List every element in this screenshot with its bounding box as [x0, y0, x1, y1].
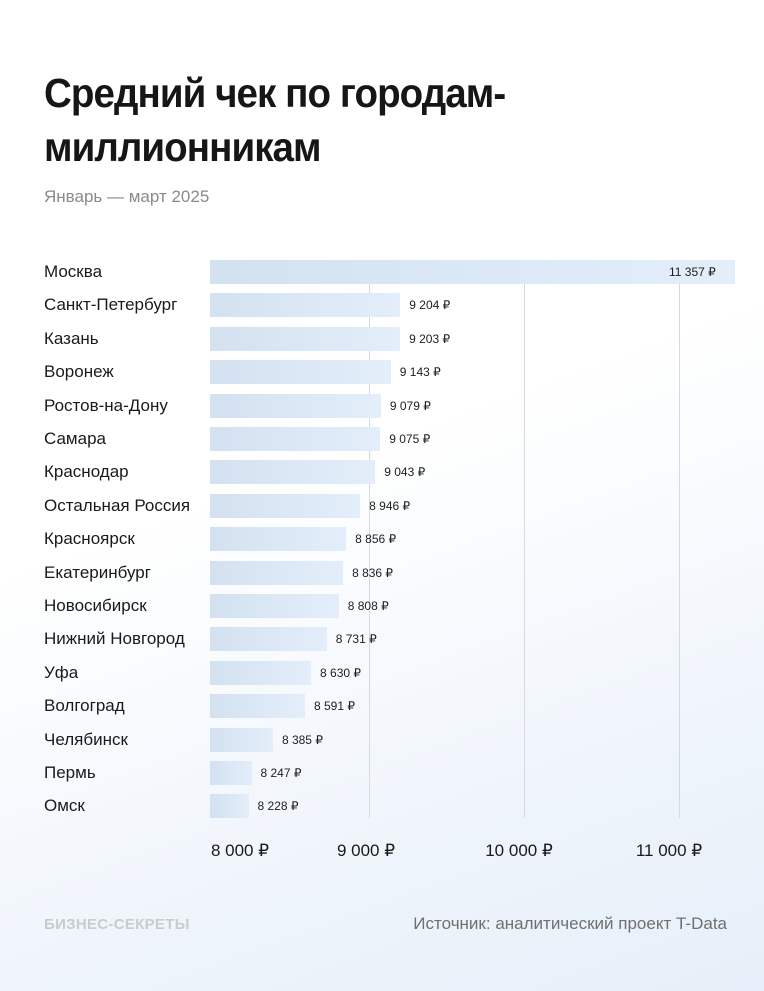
city-label: Омск	[44, 796, 85, 815]
bar-row: Волгоград 8 591 ₽	[0, 694, 764, 728]
value-label: 8 591 ₽	[313, 699, 355, 713]
bar	[210, 627, 327, 651]
bar-row: Красноярск 8 856 ₽	[0, 527, 764, 561]
bar-row: Воронеж 9 143 ₽	[0, 360, 764, 394]
value-label: 8 856 ₽	[355, 532, 397, 546]
city-label: Краснодар	[44, 462, 129, 481]
bar	[210, 260, 735, 284]
bar	[210, 728, 273, 752]
value-label: 9 204 ₽	[409, 298, 451, 312]
bar-row: Ростов-на-Дону 9 079 ₽	[0, 394, 764, 428]
bar-row: Санкт-Петербург 9 204 ₽	[0, 293, 764, 327]
city-label: Ростов-на-Дону	[44, 396, 168, 415]
value-label: 8 731 ₽	[335, 632, 377, 646]
bar-row: Уфа 8 630 ₽	[0, 661, 764, 695]
bar	[210, 494, 361, 518]
city-label: Санкт-Петербург	[44, 295, 178, 314]
x-tick-label: 10 000 ₽	[485, 841, 553, 860]
city-label: Уфа	[44, 663, 79, 682]
city-label: Нижний Новгород	[44, 629, 185, 648]
city-label: Челябинск	[44, 730, 128, 749]
bar	[210, 527, 347, 551]
brand-logo-text: БИЗНЕС-СЕКРЕТЫ	[44, 916, 190, 933]
value-label: 9 043 ₽	[384, 465, 426, 479]
bar-row: Самара 9 075 ₽	[0, 427, 764, 461]
x-tick-label: 11 000 ₽	[635, 841, 703, 860]
city-label: Москва	[44, 262, 103, 281]
value-label: 9 079 ₽	[389, 399, 431, 413]
bar	[210, 293, 401, 317]
chart-title: Средний чек по городам-миллионникам	[44, 70, 506, 170]
value-label: 8 808 ₽	[347, 599, 389, 613]
city-label: Остальная Россия	[44, 496, 191, 515]
value-label: 9 075 ₽	[389, 432, 431, 446]
bar	[210, 794, 249, 818]
city-label: Воронеж	[44, 362, 114, 381]
gridline	[524, 284, 525, 818]
bar-row: Нижний Новгород 8 731 ₽	[0, 627, 764, 661]
bar	[210, 661, 312, 685]
value-label: 8 228 ₽	[257, 799, 299, 813]
bar-row: Новосибирск 8 808 ₽	[0, 594, 764, 628]
city-label: Красноярск	[44, 529, 135, 548]
city-label: Новосибирск	[44, 596, 147, 615]
bar-row: Остальная Россия 8 946 ₽	[0, 494, 764, 528]
bar	[210, 594, 339, 618]
value-label: 8 946 ₽	[369, 499, 411, 513]
bar-row: Казань 9 203 ₽	[0, 327, 764, 361]
city-label: Пермь	[44, 763, 96, 782]
gridline	[369, 284, 370, 818]
bar	[210, 694, 305, 718]
city-label: Екатеринбург	[44, 563, 151, 582]
value-label: 9 203 ₽	[409, 332, 451, 346]
bar	[210, 561, 344, 585]
bar	[210, 460, 376, 484]
bar-row: Екатеринбург 8 836 ₽	[0, 561, 764, 595]
x-tick-label: 9 000 ₽	[336, 841, 396, 860]
bar	[210, 394, 381, 418]
chart-subtitle: Январь — март 2025	[44, 187, 210, 206]
bar	[210, 427, 381, 451]
bar-row: Челябинск 8 385 ₽	[0, 728, 764, 762]
city-label: Казань	[44, 329, 99, 348]
value-label: 8 385 ₽	[281, 733, 323, 747]
bar	[210, 327, 401, 351]
bar-row: Москва 11 357 ₽	[0, 260, 764, 294]
bar-row: Пермь 8 247 ₽	[0, 761, 764, 795]
bar-row: Краснодар 9 043 ₽	[0, 460, 764, 494]
value-label: 9 143 ₽	[399, 365, 441, 379]
city-label: Самара	[44, 429, 106, 448]
value-label: 8 630 ₽	[320, 666, 362, 680]
bar-row: Омск 8 228 ₽	[0, 794, 764, 828]
gridline	[679, 284, 680, 818]
city-label: Волгоград	[44, 696, 125, 715]
value-label: 11 357 ₽	[669, 265, 716, 279]
source-note: Источник: аналитический проект T-Data	[413, 914, 727, 933]
value-label: 8 247 ₽	[260, 766, 302, 780]
bar	[210, 360, 391, 384]
value-label: 8 836 ₽	[352, 566, 394, 580]
x-tick-label: 8 000 ₽	[210, 841, 270, 860]
bar	[210, 761, 252, 785]
